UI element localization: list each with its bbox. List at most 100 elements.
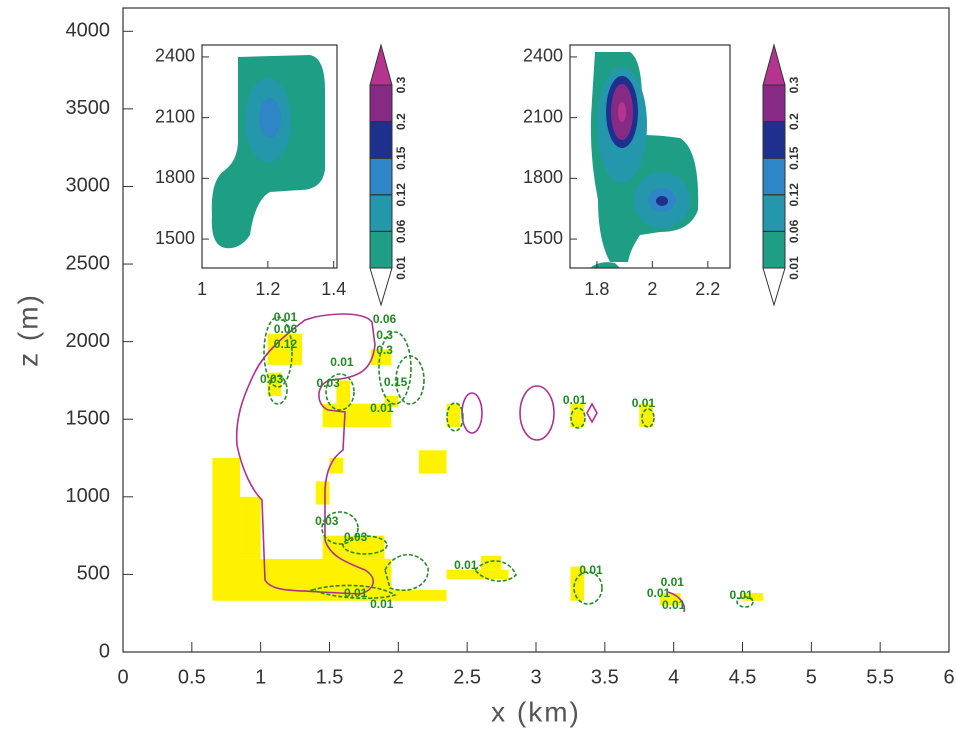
green-contour (736, 596, 754, 608)
colorbar-label: 0.3 (787, 76, 801, 93)
green-contour (395, 355, 425, 405)
y-tick-label: 2000 (66, 330, 111, 352)
cloud-cell (267, 333, 302, 365)
colorbar-label: 0.2 (394, 113, 408, 130)
y-tick-label: 4000 (66, 20, 111, 42)
contour-label: 0.12 (274, 337, 298, 351)
y-tick-label: 2400 (155, 46, 195, 66)
colorbar-segment (369, 121, 393, 159)
contour-label: 0.03 (344, 530, 368, 544)
green-contour (268, 375, 288, 405)
cloud-cells (212, 333, 764, 606)
x-tick-label: 1.4 (321, 279, 346, 299)
inset-right: 1.8 2 2.2 1500 1800 2100 2400 0.01 0.06 0.12 0.15 0… (523, 43, 801, 307)
contour-fill (590, 262, 620, 268)
contour-fill (618, 102, 626, 122)
colorbar-label: 0.01 (787, 256, 801, 280)
cloud-cell (391, 589, 447, 601)
contour-label: 0.01 (370, 597, 394, 611)
colorbar-segment (369, 157, 393, 196)
colorbar-label: 0.15 (787, 146, 801, 170)
colorbar-segment (762, 267, 786, 307)
cloud-cell (315, 481, 330, 505)
contour-label: 0.01 (579, 563, 603, 577)
cloud-cell (370, 349, 392, 365)
x-tick-label: 3.5 (591, 666, 619, 688)
contour-label: 0.3 (376, 328, 393, 342)
colorbar-segment (369, 230, 393, 269)
cloud-cell (267, 372, 282, 396)
contour-label: 0.06 (373, 312, 397, 326)
y-tick-label: 1500 (523, 228, 563, 248)
green-contour (263, 316, 293, 388)
x-tick-label: 1 (197, 279, 207, 299)
magenta-contour (586, 402, 598, 424)
green-contour (325, 373, 355, 411)
green-contour (573, 571, 603, 605)
colorbar-label: 0.12 (394, 183, 408, 207)
colorbar-segment (762, 43, 786, 86)
green-contour (309, 584, 397, 600)
x-tick-label: 3 (530, 666, 541, 688)
y-tick-label: 2100 (155, 106, 195, 126)
y-axis-label: z (m) (12, 293, 43, 367)
colorbar-label: 0.2 (787, 113, 801, 130)
plot-frame (569, 44, 731, 269)
cloud-cell (446, 403, 461, 427)
y-tick-label: 0 (99, 640, 110, 662)
green-contour (473, 560, 517, 582)
x-tick-label: 2 (647, 279, 657, 299)
contour-label: 0.01 (661, 575, 685, 589)
y-tick-label: 500 (77, 563, 110, 585)
magenta-contour (519, 385, 555, 441)
x-axis-label: x (km) (491, 696, 581, 727)
green-contour (321, 511, 359, 545)
x-tick-label: 4 (668, 666, 679, 688)
cloud-cell (480, 555, 502, 570)
y-tick-label: 1800 (523, 167, 563, 187)
y-tick-label: 1800 (155, 167, 195, 187)
contour-label: 0.03 (260, 372, 284, 386)
contour-label: 0.3 (376, 343, 393, 357)
contour-fill (259, 98, 281, 138)
contour-label: 0.01 (274, 310, 298, 324)
x-tick-label: 0.5 (178, 666, 206, 688)
y-tick-label: 2100 (523, 106, 563, 126)
contour-label: 0.01 (454, 558, 478, 572)
y-tick-label: 1000 (66, 485, 111, 507)
x-tick-label: 1 (255, 666, 266, 688)
inset-left: 1 1.2 1.4 1500 1800 2100 2400 0.01 0.06 0.12 0.15 0… (155, 43, 408, 307)
y-tick-label: 1500 (155, 228, 195, 248)
colorbar-segment (369, 267, 393, 307)
x-tick-label: 2.5 (453, 666, 481, 688)
colorbar-label: 0.12 (787, 183, 801, 207)
colorbar-segment (762, 121, 786, 159)
colorbar-segment (369, 84, 393, 123)
green-contour (378, 331, 412, 405)
colorbar-label: 0.3 (394, 76, 408, 93)
contour-label: 0.01 (563, 393, 587, 407)
contour-label: 0.01 (632, 396, 656, 410)
magenta-contour (461, 392, 483, 434)
x-tick-label: 1.2 (255, 279, 280, 299)
contours (235, 313, 754, 613)
x-tick-label: 2 (393, 666, 404, 688)
cloud-cell (446, 569, 509, 580)
colorbar-label: 0.06 (394, 219, 408, 243)
colorbar-label: 0.06 (787, 219, 801, 243)
green-contour (446, 402, 464, 432)
plot-frame (201, 44, 338, 269)
contour-label: 0.01 (729, 588, 753, 602)
green-contour (570, 407, 586, 429)
colorbar-segment (762, 230, 786, 269)
magenta-contour (235, 313, 376, 595)
colorbar-segment (762, 84, 786, 123)
main-plot: x (km) z (m) 0.01 0.01 0.01 0.01 0.01 0.01 0.0… (12, 7, 955, 727)
y-tick-label: 2500 (66, 252, 111, 274)
x-tick-label: 5 (806, 666, 817, 688)
y-tick-label: 1500 (66, 408, 111, 430)
green-contour (641, 408, 655, 428)
colorbar-segment (369, 194, 393, 232)
cloud-cell (329, 458, 344, 474)
contour-label: 0.01 (370, 401, 394, 415)
